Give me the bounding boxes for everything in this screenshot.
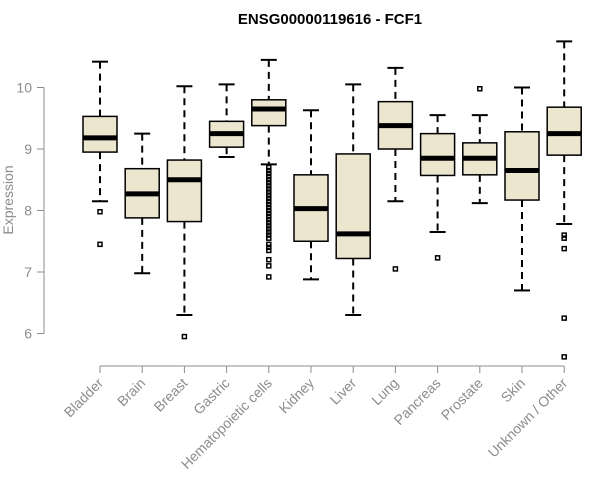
x-tick-label: Pancreas [391,375,444,428]
outlier-point [266,164,272,171]
iqr-box [82,115,118,153]
outlier-point [266,216,272,223]
x-tick-label: Liver [327,375,360,408]
x-tick-label: Brain [114,375,148,409]
x-tick-label: Lung [368,375,401,408]
box-group [504,86,540,292]
outlier-point [477,85,483,92]
box-group [335,83,371,317]
outlier-point [266,235,272,241]
y-axis-label: Expression [0,165,16,234]
chart-title: ENSG00000119616 - FCF1 [238,11,422,28]
iqr-box [335,153,371,260]
outlier-point [181,333,188,340]
outlier-point [266,263,272,269]
box-group [82,60,118,248]
boxes-group [82,40,582,360]
x-tick-label: Breast [151,375,191,415]
outlier-point [266,229,272,235]
outlier-point [97,241,103,248]
outlier-point [266,198,272,205]
outlier-point [266,210,272,217]
x-tick-label: Bladder [61,375,107,421]
iqr-box [251,99,287,127]
outlier-point [392,266,399,272]
outlier-point [434,255,441,261]
box-group [377,66,414,272]
outlier-point [266,192,272,198]
x-tick-label: Unknown / Other [485,375,571,461]
outlier-point [266,256,272,263]
outlier-point [266,232,272,238]
outlier-point [97,208,103,215]
y-axis: 6 7 8 9 10 [16,80,45,342]
y-tick-label: 10 [16,80,32,96]
outlier-point [266,189,272,195]
iqr-box [419,132,456,177]
outlier-point [266,170,272,177]
outlier-point [561,235,567,241]
x-tick-label: Prostate [438,375,486,423]
box-group [419,114,456,261]
outlier-point [266,207,272,214]
outlier-point [266,195,272,201]
outlier-point [266,186,272,192]
box-group [462,85,498,205]
outlier-point [266,173,272,180]
outlier-point [561,354,567,360]
y-tick-label: 6 [24,326,32,342]
y-tick-label: 8 [24,203,32,219]
outlier-point [266,223,272,229]
x-tick-label: Skin [498,375,529,406]
iqr-box [166,159,203,223]
outlier-point [266,220,272,226]
outlier-point [561,315,567,321]
box-group [251,58,287,280]
outlier-point [266,183,272,189]
outlier-point [266,204,272,211]
outlier-point [266,167,272,174]
x-tick-label: Kidney [276,375,318,417]
outlier-point [266,247,272,254]
outlier-point [266,226,272,232]
box-group [166,85,203,340]
outlier-point [266,180,272,186]
box-group [208,83,245,158]
y-tick-label: 7 [24,264,32,280]
y-tick-label: 9 [24,141,32,157]
outlier-point [561,245,567,252]
box-group [546,40,582,360]
box-group [293,109,329,281]
outlier-point [266,201,272,208]
outlier-point [266,213,272,220]
outlier-point [561,232,567,238]
box-group [124,132,160,275]
outlier-point [266,177,272,183]
outlier-point [266,241,272,248]
outlier-point [266,274,272,280]
iqr-box [504,131,540,201]
outlier-point [266,244,272,251]
